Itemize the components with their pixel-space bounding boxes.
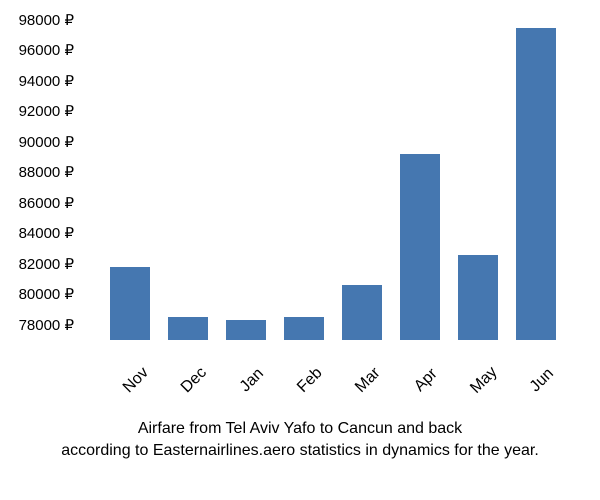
- caption-line-1: Airfare from Tel Aviv Yafo to Cancun and…: [138, 420, 462, 437]
- y-tick-label: 80000 ₽: [19, 285, 74, 303]
- plot-area: [100, 20, 580, 340]
- airfare-chart: 78000 ₽ 80000 ₽ 82000 ₽ 84000 ₽ 86000 ₽ 88000…: [0, 0, 600, 471]
- x-label-feb: Feb: [290, 360, 331, 401]
- y-tick-label: 88000 ₽: [19, 163, 74, 181]
- y-tick-label: 82000 ₽: [19, 255, 74, 273]
- bar-may: [458, 255, 498, 340]
- bar-feb: [284, 317, 324, 340]
- bar-apr: [400, 154, 440, 340]
- x-label-may: May: [464, 360, 505, 401]
- y-tick-label: 86000 ₽: [19, 194, 74, 212]
- bar-dec: [168, 317, 208, 340]
- y-tick-label: 84000 ₽: [19, 224, 74, 242]
- chart-caption: Airfare from Tel Aviv Yafo to Cancun and…: [20, 418, 580, 461]
- x-label-mar: Mar: [348, 360, 389, 401]
- x-label-apr: Apr: [406, 360, 447, 401]
- x-label-jun: Jun: [522, 360, 563, 401]
- x-label-dec: Dec: [174, 360, 215, 401]
- y-tick-label: 92000 ₽: [19, 102, 74, 120]
- y-tick-label: 90000 ₽: [19, 133, 74, 151]
- bar-jun: [516, 28, 556, 340]
- x-label-nov: Nov: [116, 360, 157, 401]
- x-axis-labels: NovDecJanFebMarAprMayJun: [110, 350, 580, 368]
- x-label-jan: Jan: [232, 360, 273, 401]
- caption-line-2: according to Easternairlines.aero statis…: [61, 442, 539, 459]
- y-tick-label: 98000 ₽: [19, 11, 74, 29]
- bar-nov: [110, 267, 150, 340]
- bar-mar: [342, 285, 382, 340]
- y-tick-label: 78000 ₽: [19, 316, 74, 334]
- y-tick-label: 94000 ₽: [19, 72, 74, 90]
- y-axis: 78000 ₽ 80000 ₽ 82000 ₽ 84000 ₽ 86000 ₽ 88000…: [0, 20, 80, 340]
- bar-jan: [226, 320, 266, 340]
- y-tick-label: 96000 ₽: [19, 41, 74, 59]
